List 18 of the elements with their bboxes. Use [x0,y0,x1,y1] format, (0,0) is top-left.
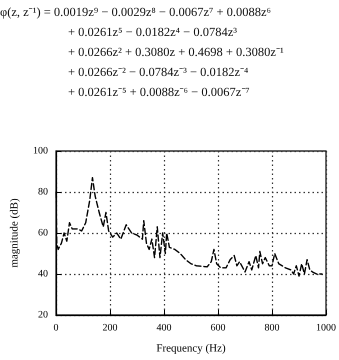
text: + 0.0261z⁵ − 0.0182z⁴ − 0.0784z³ [67,24,238,41]
x-tick-label: 1000 [316,322,336,334]
y-axis-title: magnitude (dB) [8,198,20,268]
y-tick-label: 60 [38,228,48,238]
y-tick-label: 40 [38,268,48,280]
text: + 0.0266z⁻² − 0.0784z⁻³ − 0.0182z⁻⁴ [67,64,250,81]
x-tick-label: 200 [102,322,118,334]
text: + 0.0266z² + 0.3080z + 0.4698 + 0.3080z⁻¹ [67,44,285,61]
y-tick-label: 20 [38,310,48,320]
x-axis-title: Frequency (Hz) [156,342,226,354]
text: + 0.0261z⁻⁵ + 0.0088z⁻⁶ − 0.0067z⁻⁷ [67,84,251,101]
x-tick-label: 0 [54,322,58,334]
y-tick-label: 100 [33,146,48,156]
x-tick-label: 400 [156,322,172,334]
text: φ(z, z⁻¹) = 0.0019z⁹ − 0.0029z⁸ − 0.0067z⁷ + 0.0088z⁶ [0,4,272,21]
x-tick-label: 800 [264,322,280,334]
y-tick-label: 80 [38,186,48,198]
x-tick-label: 600 [210,322,226,334]
